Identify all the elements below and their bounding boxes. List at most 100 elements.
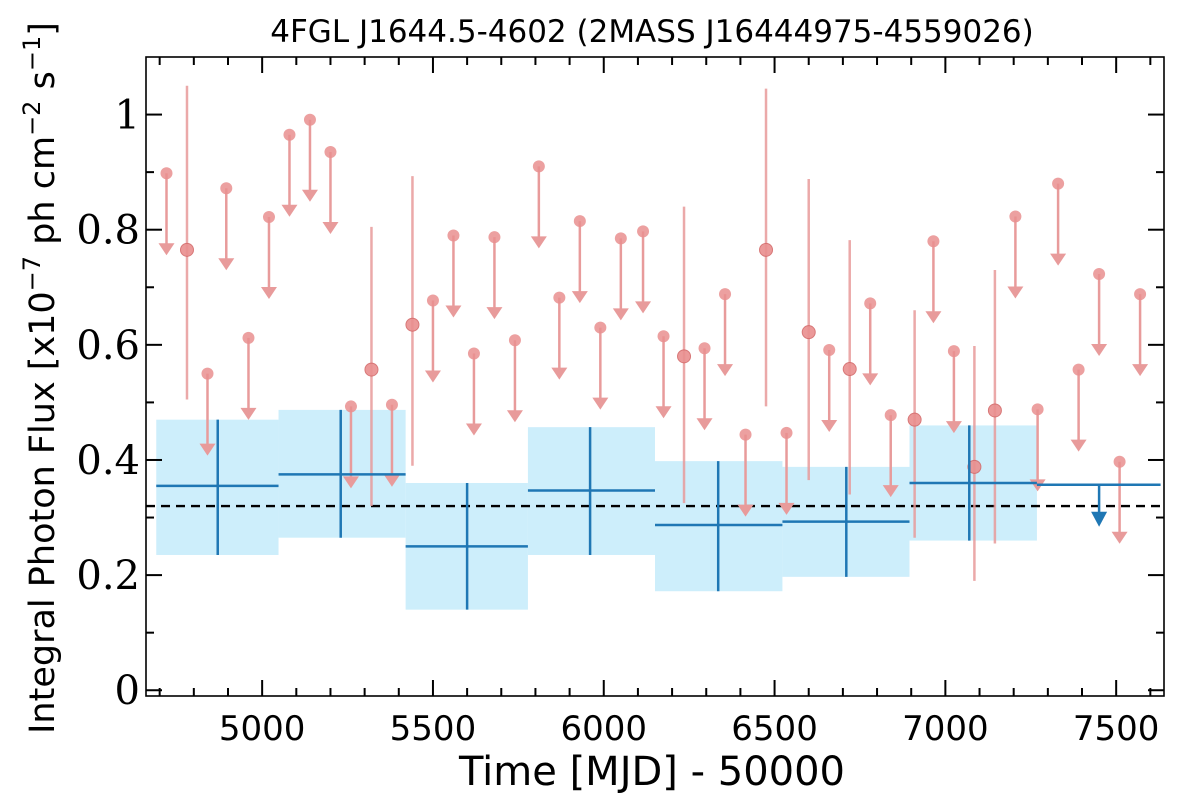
short-bin-point-3 (405, 317, 420, 332)
short-bin-ul-arrow-19 (592, 397, 609, 410)
y-axis-label-prefix: Integral Photon Flux [x10 (23, 291, 63, 734)
short-bin-ul-arrow-22 (655, 406, 672, 419)
x-tick-label-7500: 7500 (1073, 709, 1160, 749)
x-tick-label-6500: 6500 (731, 709, 818, 749)
short-bin-ul-point-9 (344, 400, 357, 413)
short-bin-ul-point-10 (385, 398, 398, 411)
short-bin-ul-arrow-37 (1111, 531, 1128, 544)
short-bin-ul-point-1 (160, 167, 173, 180)
short-bin-ul-arrow-38 (1132, 364, 1149, 377)
short-bin-ul-point-34 (1052, 177, 1065, 190)
short-bin-ul-point-5 (262, 211, 275, 224)
short-bin-ul-point-36 (1093, 268, 1106, 281)
short-bin-ul-arrow-31 (945, 421, 962, 434)
short-bin-ul-arrow-28 (862, 373, 879, 386)
short-bin-ul-point-14 (488, 231, 501, 244)
short-bin-point-8 (907, 412, 922, 427)
short-bin-ul-arrow-18 (571, 291, 588, 304)
short-bin-ul-point-26 (780, 426, 793, 439)
short-bin-ul-arrow-8 (322, 221, 339, 234)
short-bin-ul-point-25 (739, 428, 752, 441)
short-bin-ul-point-35 (1072, 363, 1085, 376)
y-axis-label: Integral Photon Flux [x10−7 ph cm−2 s−1] (18, 22, 63, 734)
short-bin-ul-arrow-29 (882, 485, 899, 498)
short-bin-ul-arrow-34 (1050, 253, 1067, 266)
short-bin-ul-arrow-23 (696, 418, 713, 431)
short-bin-point-7 (842, 362, 857, 377)
short-bin-ul-point-30 (927, 235, 940, 248)
short-bin-ul-arrow-25 (737, 504, 754, 517)
short-bin-ul-point-23 (698, 342, 711, 355)
plot-frame (145, 56, 1165, 697)
y-axis-label-suffix: ] (23, 22, 63, 36)
short-bin-ul-arrow-7 (301, 189, 318, 202)
y-tick-label-0: 0 (115, 668, 140, 714)
short-bin-ul-point-16 (532, 160, 545, 173)
short-bin-ul-arrow-10 (383, 474, 400, 487)
short-bin-ul-arrow-13 (465, 423, 482, 436)
short-bin-ul-point-31 (947, 345, 960, 358)
y-axis-label-exp1: −7 (18, 256, 46, 291)
short-bin-ul-arrow-6 (281, 204, 298, 217)
y-tick-label-0.6: 0.6 (76, 323, 140, 369)
short-bin-ul-point-29 (884, 409, 897, 422)
y-axis-label-mid2: s (23, 71, 63, 100)
short-bin-ul-point-38 (1134, 288, 1147, 301)
y-axis-label-exp2: −2 (18, 101, 46, 136)
short-bin-point-5 (759, 242, 774, 257)
short-bin-ul-arrow-36 (1091, 344, 1108, 357)
short-bin-ul-arrow-21 (635, 301, 652, 314)
short-bin-ul-arrow-26 (778, 502, 795, 515)
short-bin-ul-point-7 (303, 113, 316, 126)
short-bin-ul-point-33 (1031, 403, 1044, 416)
short-bin-ul-point-2 (201, 367, 214, 380)
axis-ticks: 5000 5500 6000 6500 7000 7500 0 0.2 0.4 0.6 0.8 1 (76, 57, 1164, 749)
x-tick-label-6000: 6000 (560, 709, 647, 749)
short-bin-ul-point-4 (242, 331, 255, 344)
short-bin-ul-point-6 (283, 128, 296, 141)
short-bin-ul-arrow-12 (445, 305, 462, 318)
short-bin-ul-point-37 (1113, 455, 1126, 468)
short-bin-ul-arrow-35 (1070, 439, 1087, 452)
y-tick-label-0.4: 0.4 (76, 438, 140, 484)
short-bin-ul-arrow-27 (821, 420, 838, 433)
short-bin-ul-point-28 (864, 297, 877, 310)
short-bin-ul-arrow-20 (612, 308, 629, 321)
short-bin-point-10 (987, 403, 1002, 418)
short-bin-ul-point-3 (220, 182, 233, 195)
short-bin-ul-arrow-16 (530, 236, 547, 249)
short-bin-ul-point-13 (467, 347, 480, 360)
short-bin-point-6 (801, 325, 816, 340)
y-axis-label-mid: ph cm (23, 136, 63, 256)
short-bin-ul-arrow-32 (1007, 286, 1024, 299)
y-axis-label-exp3: −1 (18, 36, 46, 71)
short-bin-point-1 (179, 242, 194, 257)
short-bin-ul-point-19 (594, 321, 607, 334)
short-bin-ul-point-24 (719, 288, 732, 301)
y-tick-label-0.8: 0.8 (76, 208, 140, 254)
short-bin-ul-arrow-11 (424, 370, 441, 383)
short-bin-ul-point-21 (637, 225, 650, 238)
long-bin-ul-arrow-1 (1091, 511, 1108, 527)
short-bin-ul-point-18 (573, 215, 586, 228)
short-bin-ul-point-22 (657, 330, 670, 343)
short-bin-ul-point-32 (1009, 210, 1022, 223)
y-tick-label-1: 1 (115, 93, 140, 139)
y-tick-label-0.2: 0.2 (76, 553, 140, 599)
short-bin-ul-point-11 (426, 294, 439, 307)
short-bin-ul-arrow-1 (158, 243, 175, 256)
plot-area (146, 85, 1164, 610)
short-bin-ul-arrow-5 (260, 287, 277, 300)
short-bin-point-4 (677, 349, 692, 364)
short-bin-ul-arrow-14 (486, 307, 503, 320)
short-bin-ul-arrow-30 (925, 311, 942, 324)
short-bin-ul-arrow-2 (199, 443, 216, 456)
short-bin-ul-point-8 (324, 145, 337, 158)
short-bin-ul-point-20 (614, 232, 627, 245)
x-tick-label-5000: 5000 (219, 709, 306, 749)
short-bin-ul-arrow-24 (717, 364, 734, 377)
short-bin-ul-arrow-3 (218, 258, 235, 271)
short-bin-ul-arrow-4 (240, 407, 257, 420)
